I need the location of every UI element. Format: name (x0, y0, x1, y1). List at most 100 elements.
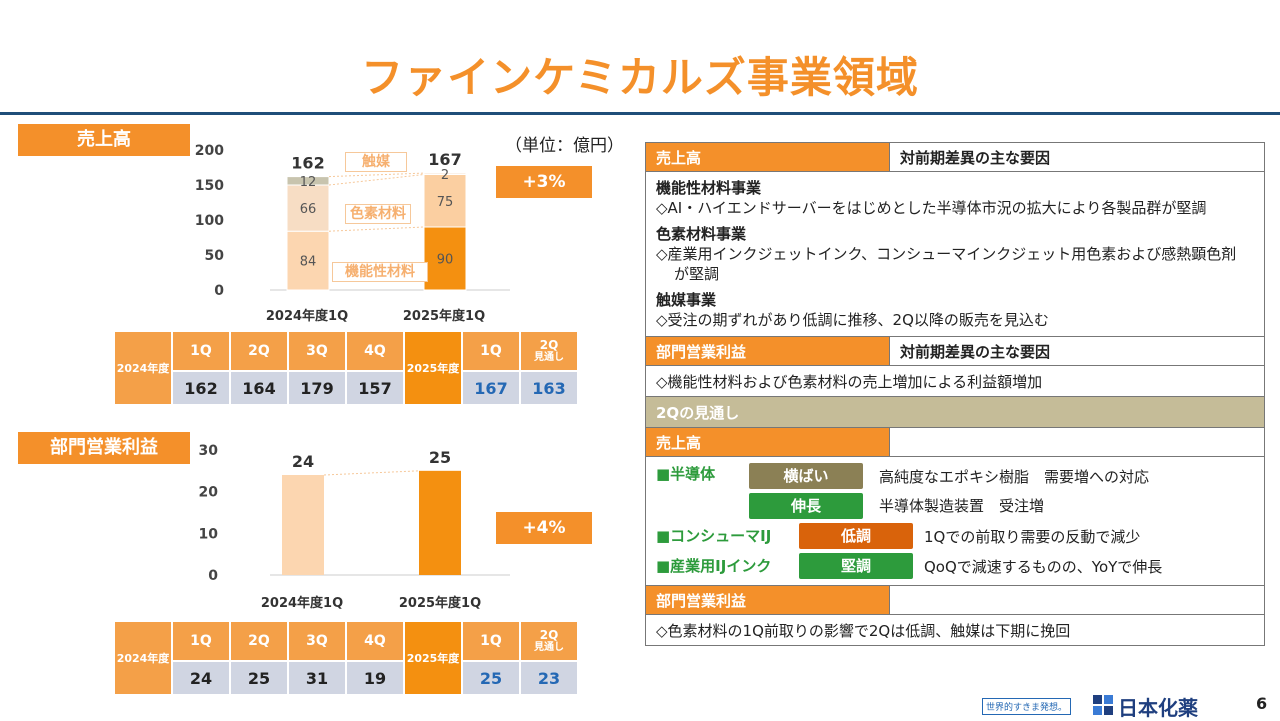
sales-bar-segment (286, 184, 330, 232)
table-cell: 162 (171, 370, 231, 406)
sales-section-label: 売上高 (18, 124, 190, 156)
outlook-profit-head-blank (889, 585, 1265, 615)
table-cell: 23 (519, 660, 579, 696)
sales-factor-head: 売上高 (645, 142, 890, 172)
sales-total-label: 162 (291, 154, 324, 173)
outlook-sales-head-blank (889, 427, 1265, 457)
table-cell: 163 (519, 370, 579, 406)
y-tick-label: 30 (199, 443, 219, 459)
q-header: 4Q (345, 620, 405, 662)
fy2024-label: 2024年度 (113, 330, 173, 406)
table-cell: 164 (229, 370, 289, 406)
consumer-ij-text: 1Qでの前取り需要の反動で減少 (924, 528, 1141, 546)
solid-badge: 堅調 (799, 553, 913, 579)
factor-head: 対前期差異の主な要因 (889, 142, 1265, 172)
profit-connector-line (323, 470, 420, 476)
q-header: 1Q (171, 330, 231, 372)
profit-value-label: 24 (292, 452, 314, 471)
table-cell: 31 (287, 660, 347, 696)
catalyst-text: ◇受注の期ずれがあり低調に推移、2Q以降の販売を見込む (656, 311, 1049, 329)
q2-forecast-header: 2Q 見通し (519, 330, 579, 372)
functional-materials-title: 機能性材料事業 (656, 179, 762, 197)
table-cell: 25 (461, 660, 521, 696)
sales-y-axis: 200 150 100 50 0 (195, 143, 224, 299)
functional-materials-text: ◇AI・ハイエンドサーバーをはじめとした半導体市況の拡大により各製品群が堅調 (656, 199, 1207, 217)
sales-year-label-2025: 2025年度1Q (403, 308, 485, 324)
profit-section-label: 部門営業利益 (18, 432, 190, 464)
q-header: 3Q (287, 620, 347, 662)
q-header: 4Q (345, 330, 405, 372)
title-divider (0, 112, 1280, 115)
q-header: 2Q (229, 330, 289, 372)
y-tick-label: 200 (195, 143, 224, 159)
sales-factor-body: 機能性材料事業 ◇AI・ハイエンドサーバーをはじめとした半導体市況の拡大により各… (645, 171, 1265, 337)
sales-growth-badge: +3% (496, 166, 592, 198)
tagline: 世界的すきま発想。 (982, 698, 1072, 715)
sales-year-label-2024: 2024年度1Q (266, 308, 348, 324)
dye-materials-text: ◇産業用インクジェットインク、コンシューマインクジェット用色素および感熱顕色剤 (656, 245, 1237, 263)
outlook-profit-text: ◇色素材料の1Q前取りの影響で2Qは低調、触媒は下期に挽回 (645, 614, 1265, 646)
table-cell: 167 (461, 370, 521, 406)
semiconductor-text-2: 半導体製造装置 受注増 (879, 497, 1045, 515)
semiconductor-text-1: 高純度なエポキシ樹脂 需要増への対応 (879, 468, 1150, 486)
flat-badge: 横ばい (749, 463, 863, 489)
y-tick-label: 0 (208, 568, 218, 584)
profit-value-label: 25 (429, 448, 451, 467)
sales-total-label: 167 (428, 150, 461, 169)
table-cell: 24 (171, 660, 231, 696)
outlook-profit-head: 部門営業利益 (645, 585, 890, 615)
q-header: 2Q (229, 620, 289, 662)
legend-dye-materials: 色素材料 (345, 204, 411, 224)
outlook-sales-body: ■半導体 横ばい 高純度なエポキシ樹脂 需要増への対応 伸長 半導体製造装置 受… (645, 456, 1265, 586)
growth-badge: 伸長 (749, 493, 863, 519)
profit-chart: 30 20 10 0 24 25 2024年度1Q 2025年度1Q (199, 443, 510, 611)
fy2025-label: 2025年度 (403, 620, 463, 696)
profit-growth-badge: +4% (496, 512, 592, 544)
sales-connector-line (328, 174, 425, 186)
dye-materials-text-cont: が堅調 (674, 265, 720, 283)
fy2024-label: 2024年度 (113, 620, 173, 696)
sales-bar-segment (286, 176, 330, 186)
profit-y-axis: 30 20 10 0 (199, 443, 219, 584)
y-tick-label: 50 (205, 248, 225, 264)
profit-bar (282, 475, 324, 575)
catalyst-title: 触媒事業 (656, 291, 717, 309)
y-tick-label: 0 (214, 283, 224, 299)
semiconductor-label: ■半導体 (656, 465, 716, 483)
q-header: 1Q (461, 620, 521, 662)
sales-bar-value: 84 (300, 255, 317, 270)
industrial-ij-label: ■産業用IJインク (656, 557, 772, 575)
profit-bar (419, 470, 461, 575)
profit-factor-text: ◇機能性材料および色素材料の売上増加による利益額増加 (645, 365, 1265, 397)
consumer-ij-label: ■コンシューマIJ (656, 527, 772, 545)
sales-bar-value: 75 (437, 195, 454, 210)
y-tick-label: 10 (199, 526, 219, 542)
weak-badge: 低調 (799, 523, 913, 549)
sales-bar-value: 90 (437, 253, 454, 268)
dye-materials-title: 色素材料事業 (656, 225, 747, 243)
q2-forecast-header: 2Q 見通し (519, 620, 579, 662)
profit-factor-head: 部門営業利益 (645, 336, 890, 366)
profit-year-label-2025: 2025年度1Q (399, 595, 481, 611)
sales-bar-segment (423, 172, 467, 175)
legend-functional-materials: 機能性材料 (332, 262, 428, 282)
fy2025-label: 2025年度 (403, 330, 463, 406)
table-cell: 25 (229, 660, 289, 696)
profit-year-label-2024: 2024年度1Q (261, 595, 343, 611)
y-tick-label: 100 (195, 213, 224, 229)
legend-catalyst: 触媒 (345, 152, 407, 172)
y-tick-label: 20 (199, 485, 219, 501)
sales-bar-value: 2 (441, 168, 449, 183)
profit-quarter-table: 2024年度 1Q 2Q 3Q 4Q 2025年度 1Q 2Q 見通し 24 25… (113, 620, 579, 696)
industrial-ij-text: QoQで減速するものの、YoYで伸長 (924, 558, 1163, 576)
profit-factor-head-2: 対前期差異の主な要因 (889, 336, 1265, 366)
unit-label: （単位：億円） (505, 136, 624, 156)
sales-bar-value: 66 (300, 202, 317, 217)
outlook-sales-head: 売上高 (645, 427, 890, 457)
q-header: 1Q (171, 620, 231, 662)
sales-bar-value: 12 (300, 175, 317, 190)
table-cell: 157 (345, 370, 405, 406)
company-logo-text: 日本化薬 (1118, 696, 1198, 720)
